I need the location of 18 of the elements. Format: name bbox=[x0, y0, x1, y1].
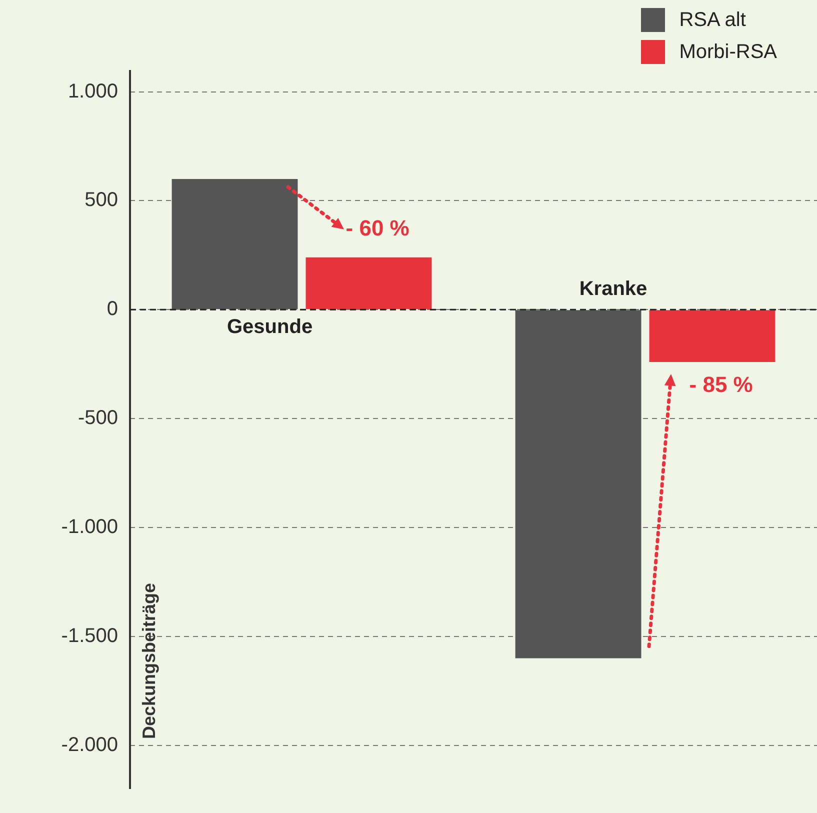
y-tick-label: 500 bbox=[84, 189, 118, 212]
y-axis-title: Deckungsbeiträge bbox=[138, 582, 159, 739]
annotation: - 60 % bbox=[346, 215, 410, 240]
bar bbox=[172, 178, 298, 310]
y-tick-label: -500 bbox=[78, 407, 118, 430]
x-tick-label: Gesunde bbox=[226, 316, 313, 338]
y-tick-label: -1.500 bbox=[61, 625, 118, 647]
y-tick-label: -2.000 bbox=[61, 734, 118, 756]
legend-label: Morbi-RSA bbox=[679, 40, 777, 64]
bar bbox=[306, 257, 432, 310]
y-tick-label: 1.000 bbox=[68, 80, 118, 102]
y-tick-label: 0 bbox=[106, 298, 118, 320]
y-tick-label: -1.000 bbox=[61, 516, 118, 538]
annotation: - 85 % bbox=[689, 372, 753, 398]
bar bbox=[515, 310, 642, 658]
x-tick-label: Kranke bbox=[579, 278, 648, 300]
bar bbox=[649, 310, 776, 362]
legend-label: RSA alt bbox=[679, 8, 746, 32]
